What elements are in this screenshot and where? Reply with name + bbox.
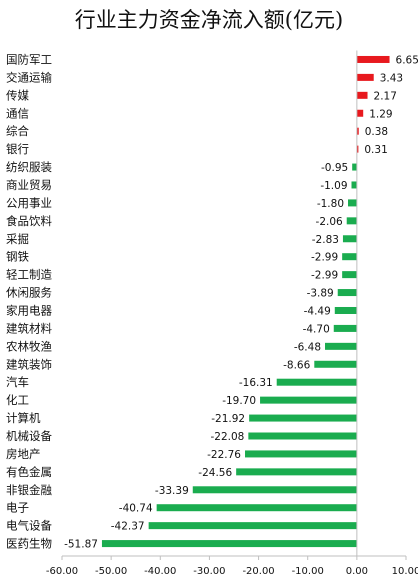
bars	[101, 55, 390, 548]
value-label: 0.38	[365, 126, 388, 138]
x-tick-label: -20.00	[242, 566, 274, 577]
bar-27	[101, 540, 357, 548]
value-label: -4.70	[303, 323, 330, 335]
x-axis: -60.00 -50.00 -40.00 -30.00 -20.00 -10.00 0.00…	[46, 50, 418, 577]
category-label: 采掘	[6, 232, 29, 246]
x-tick-label: -60.00	[46, 566, 78, 577]
bar-16	[325, 342, 357, 350]
value-labels: 6.65 3.43 2.17 1.29 0.38 0.31 -0.95 -1.09 -1.80 -…	[64, 54, 418, 550]
bar-17	[314, 360, 357, 368]
category-label: 通信	[6, 106, 29, 120]
category-label: 钢铁	[6, 250, 29, 264]
x-tick-label: 10.00	[392, 566, 418, 577]
value-label: -1.80	[317, 198, 344, 210]
category-label: 传媒	[6, 88, 29, 102]
bar-12	[342, 271, 357, 279]
category-label: 农林牧渔	[6, 339, 52, 353]
category-labels: 国防军工交通运输传媒通信综合银行纺织服装商业贸易公用事业食品饮料采掘钢铁轻工制造…	[6, 52, 52, 550]
category-label: 建筑装饰	[6, 357, 52, 371]
bar-21	[248, 432, 357, 440]
bar-24	[192, 486, 357, 494]
category-label: 家用电器	[6, 303, 52, 317]
bar-3	[356, 109, 364, 117]
category-label: 休闲服务	[6, 286, 52, 300]
value-label: -2.99	[311, 270, 338, 282]
category-label: 交通运输	[6, 70, 52, 84]
bar-7	[351, 181, 357, 189]
bar-19	[260, 396, 357, 404]
bar-14	[334, 306, 357, 314]
x-tick-label: -10.00	[292, 566, 324, 577]
value-label: -4.49	[304, 305, 331, 317]
value-label: -21.92	[211, 413, 245, 425]
bar-11	[342, 253, 357, 261]
x-tick-label: 0.00	[346, 566, 368, 577]
bar-23	[236, 468, 357, 476]
bar-13	[337, 289, 357, 297]
value-label: -8.66	[283, 359, 310, 371]
category-label: 非银金融	[6, 483, 52, 497]
category-label: 商业贸易	[6, 178, 52, 192]
category-label: 有色金属	[6, 465, 52, 479]
value-label: -1.09	[320, 180, 347, 192]
bar-9	[346, 217, 357, 225]
category-label: 银行	[6, 142, 29, 156]
bar-4	[356, 127, 359, 135]
category-label: 电子	[6, 501, 29, 515]
value-label: -19.70	[222, 395, 256, 407]
value-label: -51.87	[64, 539, 98, 551]
value-label: -2.06	[316, 216, 343, 228]
value-label: -42.37	[111, 521, 145, 533]
value-label: -40.74	[119, 503, 153, 515]
value-label: 1.29	[369, 108, 392, 120]
category-label: 化工	[6, 393, 29, 407]
x-tick-label: -40.00	[144, 566, 176, 577]
category-label: 公用事业	[6, 196, 52, 210]
bar-22	[245, 450, 357, 458]
value-label: -2.99	[311, 252, 338, 264]
category-label: 食品饮料	[6, 214, 52, 228]
chart-title: 行业主力资金净流入额(亿元)	[75, 8, 343, 32]
bar-5	[356, 145, 359, 153]
value-label: -22.08	[210, 431, 244, 443]
value-label: -3.89	[307, 288, 334, 300]
category-label: 房地产	[6, 447, 41, 461]
x-tick-label: -50.00	[95, 566, 127, 577]
value-label: -6.48	[294, 341, 321, 353]
bar-1	[356, 73, 374, 81]
value-label: 2.17	[374, 90, 397, 102]
bar-10	[342, 235, 357, 243]
bar-6	[352, 163, 357, 171]
category-label: 轻工制造	[6, 268, 52, 282]
value-label: -24.56	[198, 467, 232, 479]
bar-0	[356, 55, 390, 63]
bar-15	[333, 324, 357, 332]
bar-20	[249, 414, 357, 422]
bar-26	[148, 522, 357, 530]
category-label: 医药生物	[6, 537, 52, 551]
value-label: 6.65	[396, 54, 418, 66]
bar-25	[156, 504, 357, 512]
category-label: 纺织服装	[6, 160, 52, 174]
value-label: -16.31	[239, 377, 273, 389]
category-label: 汽车	[6, 375, 29, 389]
value-label: 0.31	[364, 144, 387, 156]
category-label: 建筑材料	[6, 321, 52, 335]
category-label: 计算机	[6, 411, 41, 425]
value-label: -2.83	[312, 234, 339, 246]
value-label: -22.76	[207, 449, 241, 461]
category-label: 电气设备	[6, 519, 52, 533]
value-label: -0.95	[321, 162, 348, 174]
bar-2	[356, 91, 368, 99]
bar-8	[348, 199, 357, 207]
value-label: -33.39	[155, 485, 189, 497]
x-tick-label: -30.00	[193, 566, 225, 577]
value-label: 3.43	[380, 72, 403, 84]
category-label: 机械设备	[6, 429, 52, 443]
bar-18	[276, 378, 357, 386]
category-label: 综合	[6, 124, 29, 138]
category-label: 国防军工	[6, 52, 52, 66]
